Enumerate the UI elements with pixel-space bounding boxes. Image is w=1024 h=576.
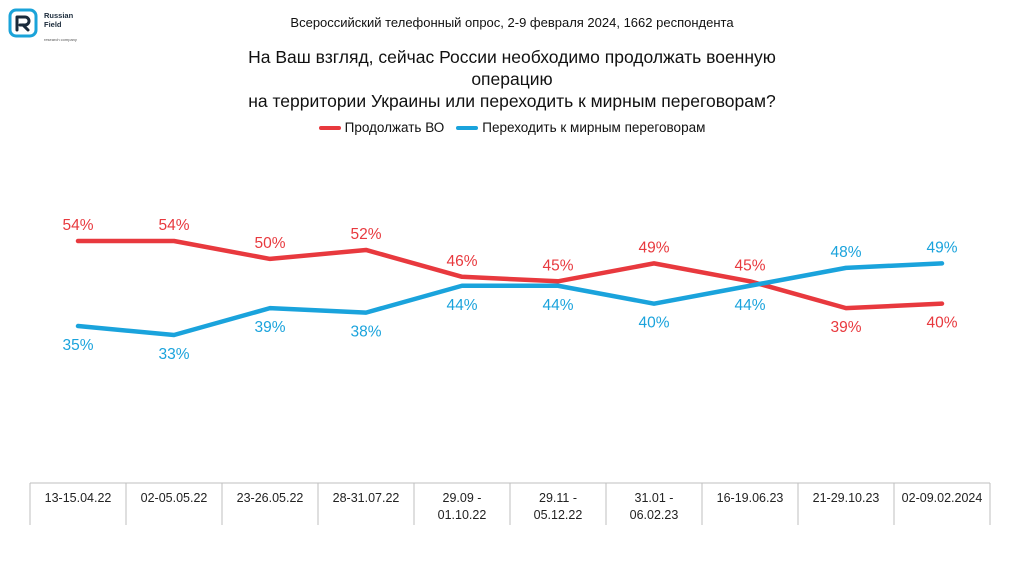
data-label-continue: 54% (62, 217, 93, 234)
x-tick-label-line: 28-31.07.22 (333, 491, 400, 505)
data-label-negotiate: 48% (830, 244, 861, 261)
data-label-continue: 52% (350, 226, 381, 243)
x-tick-label: 21-29.10.23 (813, 491, 880, 505)
brand-logo: Russian Field research company (8, 8, 88, 42)
chart-title-line2: на территории Украины или переходить к м… (248, 91, 776, 111)
brand-name-line1: Russian (44, 11, 74, 20)
series-line-negotiate (75, 261, 945, 338)
legend-label-continue: Продолжать ВО (344, 120, 445, 135)
series-line-continue (75, 238, 945, 311)
x-tick-label-line: 02-09.02.2024 (902, 491, 983, 505)
x-tick-label-line: 02-05.05.22 (141, 491, 208, 505)
x-tick-label: 16-19.06.23 (717, 491, 784, 505)
data-label-continue: 54% (158, 217, 189, 234)
x-tick-label-line: 21-29.10.23 (813, 491, 880, 505)
x-tick-label: 02-05.05.22 (141, 491, 208, 505)
x-tick-label: 29.09 - 01.10.22 (438, 491, 487, 522)
x-tick-label-line: 29.09 - (443, 491, 482, 505)
data-label-continue: 45% (542, 257, 573, 274)
data-label-continue: 40% (926, 315, 957, 332)
x-tick-label: 13-15.04.22 (45, 491, 112, 505)
data-label-negotiate: 38% (350, 324, 381, 341)
data-label-continue: 46% (446, 253, 477, 270)
chart-legend: Продолжать ВО Переходить к мирным перего… (0, 120, 1024, 135)
x-tick-label-line: 16-19.06.23 (717, 491, 784, 505)
data-label-negotiate: 33% (158, 346, 189, 363)
legend-label-negotiate: Переходить к мирным переговорам (482, 120, 706, 135)
legend-swatch-continue (318, 125, 341, 130)
legend-item-continue: Продолжать ВО (318, 120, 445, 135)
data-label-negotiate: 44% (446, 297, 477, 314)
x-tick-label-line: 29.11 - (539, 491, 577, 505)
survey-info: Всероссийский телефонный опрос, 2-9 февр… (290, 15, 734, 30)
chart-title: На Ваш взгляд, сейчас России необходимо … (212, 46, 812, 112)
x-tick-label-line: 23-26.05.22 (237, 491, 304, 505)
x-tick-label-line: 05.12.22 (534, 508, 583, 522)
x-tick-label: 28-31.07.22 (333, 491, 400, 505)
data-label-continue: 50% (254, 235, 285, 252)
data-label-continue: 49% (638, 239, 669, 256)
x-tick-label-line: 01.10.22 (438, 508, 487, 522)
brand-name: Russian Field (44, 11, 73, 29)
x-tick-label: 23-26.05.22 (237, 491, 304, 505)
x-tick-label-line: 31.01 - (635, 491, 674, 505)
chart-title-line1: На Ваш взгляд, сейчас России необходимо … (248, 47, 776, 89)
legend-item-negotiate: Переходить к мирным переговорам (456, 120, 705, 135)
data-label-continue: 39% (830, 319, 861, 336)
data-label-negotiate: 44% (542, 297, 573, 314)
brand-name-line2: Field (44, 20, 62, 29)
x-tick-label: 29.11 - 05.12.22 (534, 491, 583, 522)
data-label-negotiate: 44% (734, 297, 765, 314)
x-tick-label-line: 13-15.04.22 (45, 491, 112, 505)
x-tick-label: 02-09.02.2024 (902, 491, 983, 505)
data-label-negotiate: 39% (254, 319, 285, 336)
data-label-negotiate: 40% (638, 315, 669, 332)
data-label-continue: 45% (734, 257, 765, 274)
legend-swatch-negotiate (456, 125, 479, 130)
brand-tagline: research company (44, 37, 77, 42)
russian-field-logo-icon (8, 8, 38, 38)
x-tick-label: 31.01 - 06.02.23 (630, 491, 679, 522)
data-label-negotiate: 35% (62, 337, 93, 354)
data-label-negotiate: 49% (926, 239, 957, 256)
x-tick-label-line: 06.02.23 (630, 508, 679, 522)
